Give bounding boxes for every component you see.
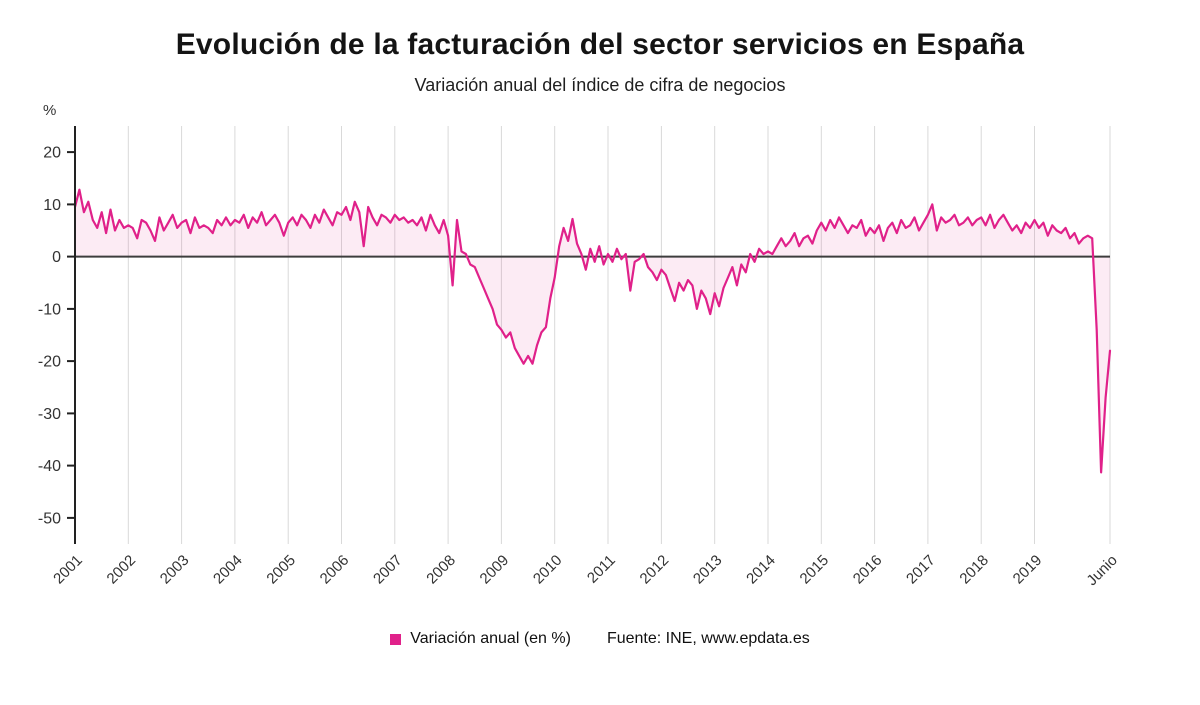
svg-text:2017: 2017 <box>903 552 939 588</box>
svg-text:2013: 2013 <box>690 552 726 588</box>
svg-text:2004: 2004 <box>210 552 246 588</box>
svg-text:Junio: Junio <box>1083 552 1120 589</box>
legend-swatch <box>390 633 402 645</box>
svg-text:2001: 2001 <box>50 552 86 588</box>
svg-text:2003: 2003 <box>157 552 193 588</box>
svg-text:2006: 2006 <box>317 552 353 588</box>
line-chart: 2001 2002 2003 2004 2005 2006 2007 2008 2009 2010… <box>38 126 1121 589</box>
svg-text:2014: 2014 <box>743 552 779 588</box>
svg-text:-10: -10 <box>38 301 61 318</box>
legend: Variación anual (en %) Fuente: INE, www.… <box>0 630 1200 648</box>
svg-text:0: 0 <box>52 249 61 266</box>
svg-text:2005: 2005 <box>263 552 299 588</box>
svg-text:-50: -50 <box>38 510 61 527</box>
svg-text:-40: -40 <box>38 458 61 475</box>
chart-subtitle: Variación anual del índice de cifra de n… <box>414 75 786 95</box>
svg-text:2009: 2009 <box>477 552 513 588</box>
svg-text:2007: 2007 <box>370 552 406 588</box>
svg-text:2016: 2016 <box>850 552 886 588</box>
chart-area: % 2001 2002 2003 2004 2005 2006 2007 2008 2009 20… <box>0 96 1200 608</box>
chart-page: Evolución de la facturación del sector s… <box>0 28 1200 705</box>
svg-text:2012: 2012 <box>637 552 673 588</box>
chart-title: Evolución de la facturación del sector s… <box>175 28 1025 61</box>
svg-text:2018: 2018 <box>956 552 992 588</box>
svg-text:2008: 2008 <box>423 552 459 588</box>
svg-text:2011: 2011 <box>584 552 619 587</box>
svg-text:10: 10 <box>43 197 61 214</box>
svg-text:2015: 2015 <box>797 552 833 588</box>
legend-series-label: Variación anual (en %) <box>410 630 571 647</box>
svg-text:20: 20 <box>43 145 61 162</box>
svg-text:2019: 2019 <box>1010 552 1046 588</box>
y-axis-unit-label: % <box>43 102 57 119</box>
svg-text:2010: 2010 <box>530 552 566 588</box>
source-text: Fuente: INE, www.epdata.es <box>606 630 810 647</box>
svg-text:-20: -20 <box>38 354 61 371</box>
svg-text:-30: -30 <box>38 406 61 423</box>
svg-text:2002: 2002 <box>104 552 140 588</box>
